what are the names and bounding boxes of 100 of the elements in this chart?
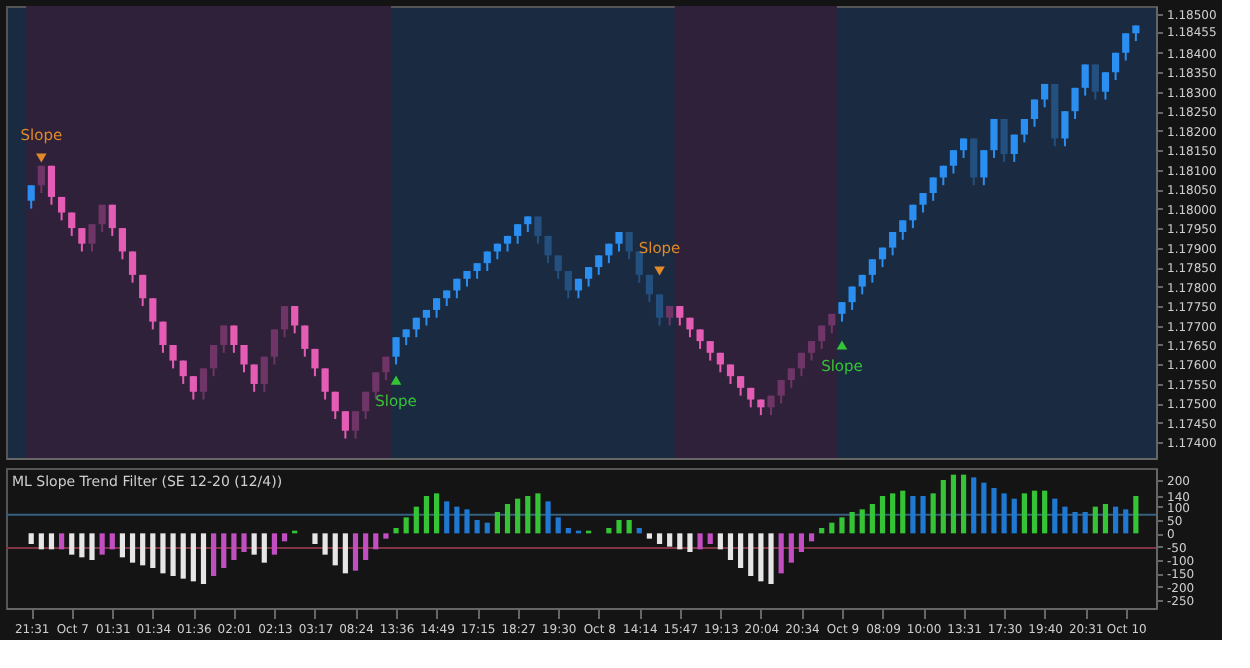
candlestick (777, 379, 785, 405)
bar (981, 482, 987, 534)
bar (150, 533, 156, 568)
bar (545, 501, 551, 534)
candlestick (990, 118, 998, 159)
candlestick (270, 328, 279, 366)
bar (869, 504, 875, 534)
candlestick (1101, 71, 1110, 101)
bar (109, 533, 115, 550)
bar (1021, 493, 1027, 534)
candlestick (635, 250, 643, 284)
candlestick (372, 371, 380, 401)
bar (48, 533, 55, 550)
bar (991, 488, 997, 534)
bar (890, 493, 896, 534)
candlestick (1071, 86, 1079, 120)
bar (748, 533, 754, 576)
bar (697, 533, 703, 550)
candlestick (564, 269, 572, 300)
candlestick (514, 223, 522, 245)
candlestick (1030, 98, 1039, 128)
bar (778, 533, 784, 574)
bar (1062, 506, 1068, 534)
bar (808, 533, 815, 542)
bar (261, 533, 267, 563)
bar (393, 528, 399, 534)
candlestick (351, 410, 360, 440)
candlestick (240, 344, 248, 374)
bar (433, 493, 440, 534)
candlestick (1122, 32, 1130, 62)
bar (373, 533, 379, 550)
candlestick (88, 223, 96, 253)
bar (646, 533, 653, 539)
candlestick (78, 227, 86, 253)
candlestick (949, 149, 958, 175)
bar (1113, 506, 1119, 534)
bar (656, 533, 663, 544)
bar (930, 493, 936, 534)
candlestick (645, 273, 654, 304)
bar (940, 480, 946, 534)
candlestick (149, 297, 157, 331)
candlestick (899, 219, 907, 241)
bar (332, 533, 338, 566)
candlestick (331, 390, 339, 421)
bar (839, 517, 845, 534)
candlestick (807, 340, 816, 362)
bar (1011, 498, 1017, 534)
bar (879, 496, 886, 534)
candlestick (37, 164, 45, 195)
candlestick (889, 231, 897, 257)
bar (667, 533, 673, 547)
candlestick (959, 137, 968, 159)
bar (322, 533, 328, 555)
candlestick (787, 367, 795, 389)
bar (717, 533, 723, 550)
candlestick (838, 301, 846, 323)
candlestick (128, 250, 137, 284)
bar (160, 533, 166, 574)
bar (180, 533, 186, 579)
bar (200, 533, 207, 584)
candlestick (868, 258, 876, 284)
bar (971, 477, 977, 534)
point (836, 340, 848, 350)
bar (829, 522, 835, 534)
candlestick (585, 266, 593, 288)
candlestick (432, 297, 441, 319)
bar (960, 474, 967, 534)
point (390, 375, 402, 385)
bar (504, 504, 511, 534)
candlestick (362, 390, 370, 421)
bar (677, 533, 683, 550)
bar (251, 533, 257, 555)
bar (383, 533, 389, 539)
bar (312, 533, 318, 544)
candlestick (676, 305, 684, 327)
candlestick (260, 355, 268, 393)
bar (1092, 506, 1098, 534)
bar (342, 533, 348, 574)
candlestick (291, 305, 299, 335)
bar (444, 501, 450, 534)
candlestick (199, 367, 208, 401)
bar (28, 533, 34, 544)
bar (1031, 490, 1038, 534)
candlestick (230, 324, 238, 354)
bar (1102, 504, 1109, 534)
candlestick (737, 375, 745, 397)
bar (413, 506, 419, 534)
candlestick (301, 324, 309, 358)
bar (281, 533, 288, 542)
candlestick (696, 328, 704, 350)
bar (626, 520, 632, 534)
candlestick (220, 324, 228, 354)
candlestick (1061, 110, 1069, 148)
candlestick (1020, 118, 1028, 144)
bar (241, 533, 247, 552)
candlestick (98, 203, 106, 233)
candlestick (615, 231, 623, 253)
point (654, 266, 665, 276)
bar (859, 509, 865, 534)
bar (89, 533, 95, 560)
